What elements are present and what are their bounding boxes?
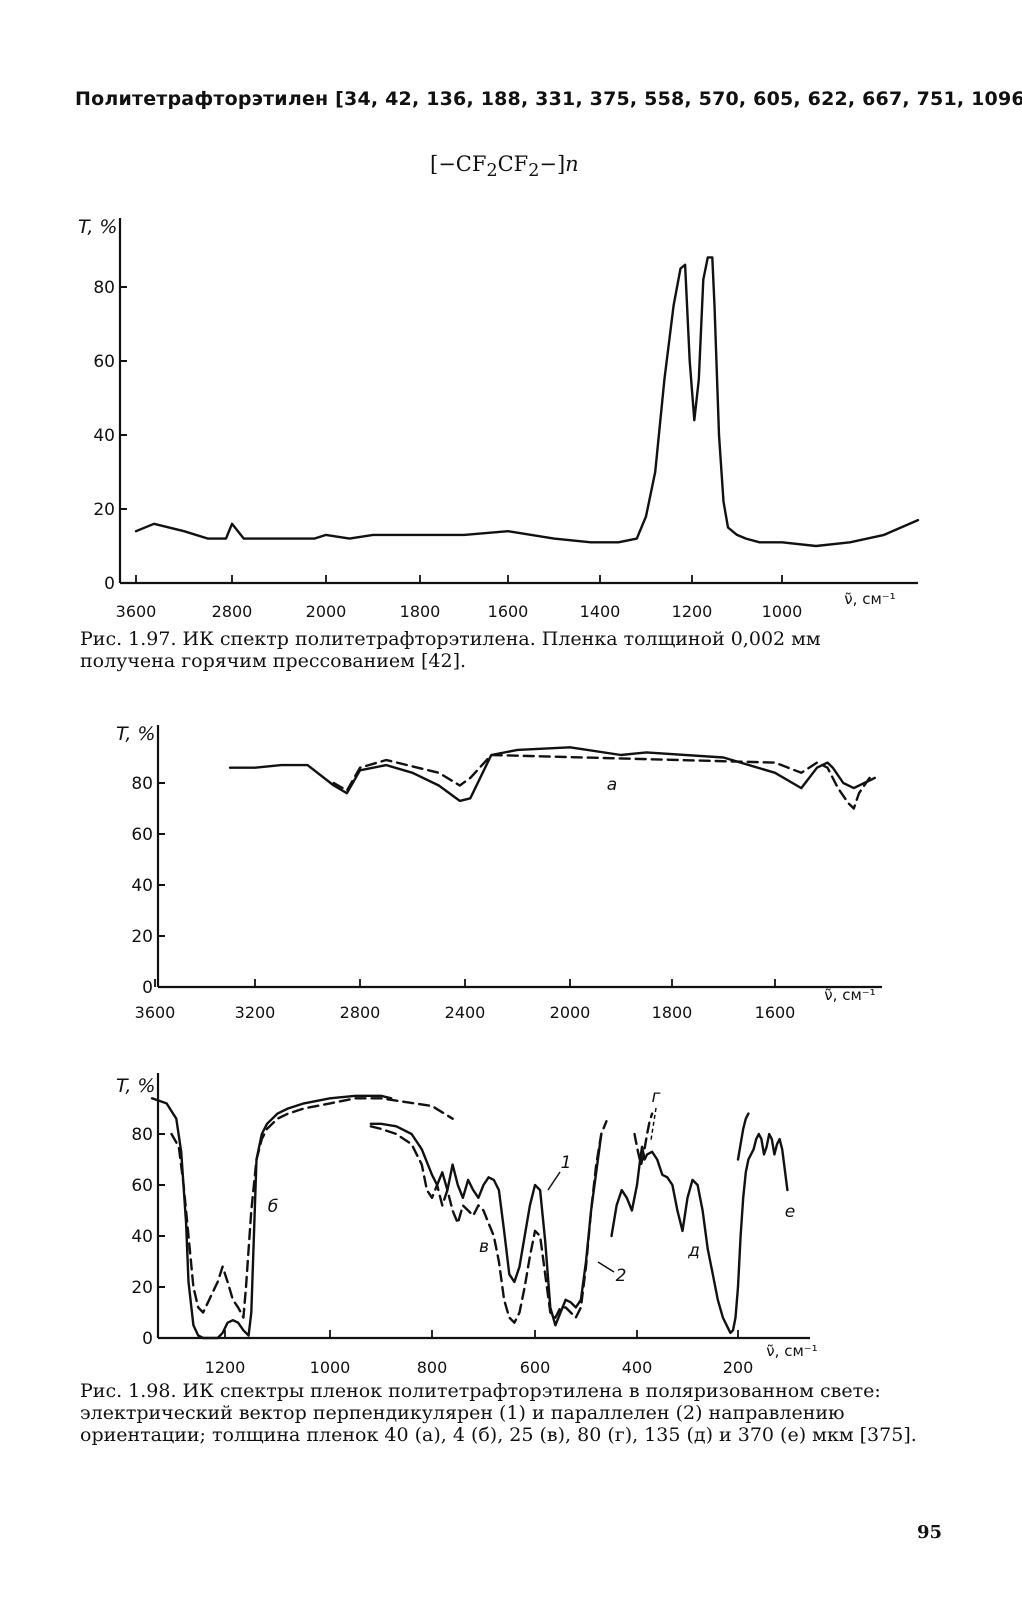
y-tick-label: 60 [93, 352, 115, 372]
x-tick-label: 1000 [762, 602, 803, 621]
x-axis-label: ν̃, см⁻¹ [766, 1342, 817, 1360]
y-tick-label: 60 [131, 825, 153, 845]
chart-fig-1-98-a [154, 725, 882, 989]
x-tick-label: 1200 [672, 602, 713, 621]
y-axis-label: T, % [78, 216, 117, 238]
page-heading: Политетрафторэтилен [34, 42, 136, 188, 3… [75, 88, 1022, 110]
curve-annotation: а [607, 775, 617, 795]
series-line-dashed [170, 1097, 454, 1319]
y-tick-label: 40 [93, 426, 115, 446]
chemical-formula: [−CF2CF2−]n [430, 152, 579, 182]
curve-annotation: 1 [561, 1153, 572, 1173]
x-tick-label: 2400 [445, 1003, 486, 1022]
curve-annotation: 2 [616, 1266, 627, 1286]
x-tick-label: 3600 [116, 602, 157, 621]
y-tick-label: 80 [93, 278, 115, 298]
x-axis-label: ν̃, см⁻¹ [824, 986, 875, 1004]
curve-annotation: в [479, 1237, 489, 1257]
x-tick-label: 400 [622, 1358, 653, 1377]
x-tick-label: 3600 [135, 1003, 176, 1022]
x-tick-label: 2800 [212, 602, 253, 621]
chart-fig-1-98-b [150, 1073, 810, 1340]
x-tick-label: 3200 [235, 1003, 276, 1022]
y-tick-label: 0 [142, 1329, 153, 1349]
x-tick-label: 1600 [755, 1003, 796, 1022]
y-tick-label: 80 [131, 774, 153, 794]
x-tick-label: 1000 [310, 1358, 351, 1377]
x-tick-label: 200 [723, 1358, 754, 1377]
y-tick-label: 0 [104, 574, 115, 594]
x-tick-label: 1800 [400, 602, 441, 621]
y-tick-label: 0 [142, 978, 153, 998]
x-tick-label: 2000 [550, 1003, 591, 1022]
y-tick-label: 80 [131, 1125, 153, 1145]
leader-line-g [650, 1107, 657, 1141]
series-line-solid [736, 1112, 750, 1161]
page-number: 95 [916, 1522, 942, 1543]
series-line-dashed [332, 753, 871, 810]
y-tick-label: 20 [93, 500, 115, 520]
x-tick-label: 2800 [340, 1003, 381, 1022]
series-line-dashed [633, 1112, 654, 1166]
x-tick-label: 1400 [580, 602, 621, 621]
y-tick-label: 20 [131, 1278, 153, 1298]
x-tick-label: 600 [520, 1358, 551, 1377]
series-line-solid [706, 1132, 789, 1335]
x-tick-label: 2000 [306, 602, 347, 621]
x-tick-label: 1600 [488, 602, 529, 621]
leader-line-2 [597, 1261, 615, 1273]
series-line-dashed [369, 1120, 608, 1324]
y-axis-label: T, % [116, 723, 155, 745]
x-tick-label: 1200 [205, 1358, 246, 1377]
y-axis-label: T, % [116, 1075, 155, 1097]
series-line-solid [134, 256, 920, 548]
figure-caption-1-98: Рис. 1.98. ИК спектры пленок политетрафт… [80, 1380, 917, 1446]
curve-annotation: б [268, 1197, 278, 1217]
series-line-solid [610, 1145, 709, 1251]
y-tick-label: 40 [131, 1227, 153, 1247]
y-tick-label: 40 [131, 876, 153, 896]
y-tick-label: 60 [131, 1176, 153, 1196]
x-axis-label: ν̃, см⁻¹ [844, 590, 895, 608]
series-line-solid [228, 746, 876, 803]
series-line-solid [150, 1094, 393, 1340]
x-tick-label: 1800 [652, 1003, 693, 1022]
curve-annotation: д [687, 1241, 700, 1261]
y-tick-label: 20 [131, 927, 153, 947]
x-tick-label: 800 [417, 1358, 448, 1377]
leader-line-1 [547, 1171, 561, 1191]
curve-annotation: е [785, 1202, 795, 1222]
series-line-solid [369, 1122, 603, 1327]
chart-fig-1-97 [118, 218, 920, 585]
figure-caption-1-97: Рис. 1.97. ИК спектр политетрафторэтилен… [80, 628, 821, 672]
curve-annotation: г [652, 1087, 661, 1107]
